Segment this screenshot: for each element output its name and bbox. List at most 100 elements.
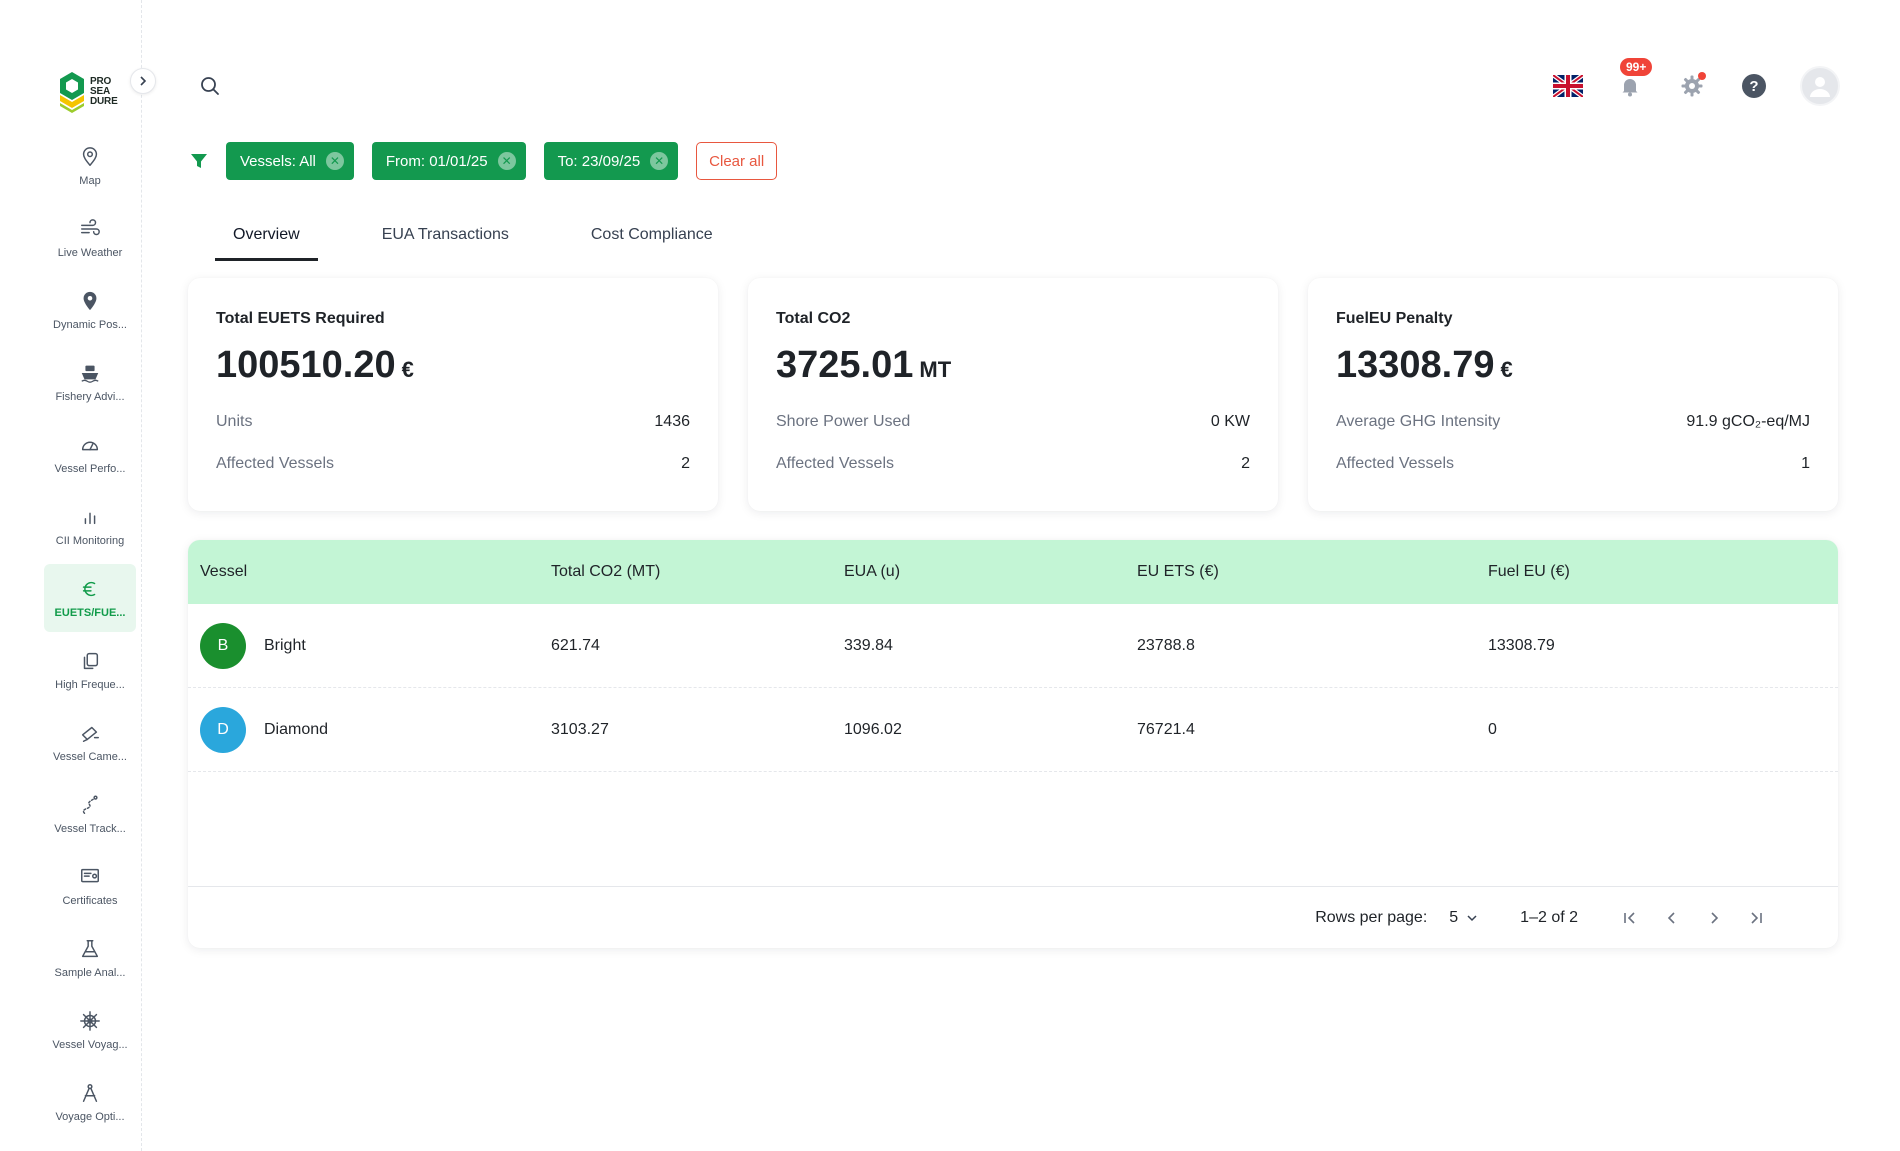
sidebar-item-label: Vessel Track... xyxy=(54,823,126,835)
sidebar-item-certificates[interactable]: Certificates xyxy=(44,852,136,920)
column-header[interactable]: EUA (u) xyxy=(844,563,901,580)
sidebar-item-vessel-voyag[interactable]: Vessel Voyag... xyxy=(44,996,136,1064)
camera-icon xyxy=(78,721,102,745)
card-row-key: Affected Vessels xyxy=(776,455,894,472)
logo-line2: SEA xyxy=(90,86,110,97)
map-pin-icon xyxy=(78,145,102,169)
prev-page-button[interactable] xyxy=(1662,908,1682,928)
search-button[interactable] xyxy=(198,74,222,98)
summary-card: Total EUETS Required 100510.20 € Units 1436 A… xyxy=(188,278,718,511)
filter-chip-label: Vessels: All xyxy=(240,152,316,170)
sidebar-item-map[interactable]: Map xyxy=(44,132,136,200)
euro-icon xyxy=(78,577,102,601)
sidebar-item-label: Fishery Advi... xyxy=(55,391,125,403)
table-row[interactable]: D Diamond 3103.27 1096.02 76721.4 0 xyxy=(188,688,1838,772)
column-header[interactable]: Total CO2 (MT) xyxy=(551,563,661,580)
summary-card: FuelEU Penalty 13308.79 € Average GHG Inten… xyxy=(1308,278,1838,511)
cell-euets: 23788.8 xyxy=(1137,637,1195,654)
sidebar: PRO SEA DURE Map Live Weather Dynamic Pos.… xyxy=(0,0,142,1151)
column-header[interactable]: Fuel EU (€) xyxy=(1488,563,1570,580)
flask-icon xyxy=(78,937,102,961)
table-row[interactable]: B Bright 621.74 339.84 23788.8 13308.79 xyxy=(188,604,1838,688)
sidebar-item-label: Vessel Perfo... xyxy=(54,463,126,475)
tabs: Overview EUA Transactions Cost Compliance xyxy=(215,212,777,261)
sidebar-item-fishery-advi[interactable]: Fishery Advi... xyxy=(44,348,136,416)
column-header[interactable]: EU ETS (€) xyxy=(1137,563,1219,580)
clear-all-button[interactable]: Clear all xyxy=(696,142,778,180)
copy-icon xyxy=(78,649,102,673)
card-value: 100510.20 € xyxy=(216,344,690,387)
card-row-key: Affected Vessels xyxy=(216,455,334,472)
cell-fueleu: 13308.79 xyxy=(1488,637,1555,654)
vessel-table: Vessel Total CO2 (MT) EUA (u) EU ETS (€) Fue… xyxy=(188,540,1838,948)
close-icon[interactable]: ✕ xyxy=(650,152,669,170)
filter-chip[interactable]: To: 23/09/25 ✕ xyxy=(543,142,679,180)
sidebar-item-vessel-track[interactable]: Vessel Track... xyxy=(44,780,136,848)
notifications-button[interactable]: 99+ xyxy=(1614,58,1653,102)
rows-per-page-label: Rows per page: xyxy=(1315,908,1428,926)
sidebar-item-label: Map xyxy=(79,175,101,187)
settings-button[interactable] xyxy=(1676,70,1708,102)
cell-co2: 3103.27 xyxy=(551,721,609,738)
card-row-value: 0 KW xyxy=(1210,413,1250,430)
column-header[interactable]: Vessel xyxy=(200,563,248,580)
next-page-button[interactable] xyxy=(1704,908,1724,928)
sidebar-item-high-freque[interactable]: High Freque... xyxy=(44,636,136,704)
table-body: B Bright 621.74 339.84 23788.8 13308.79 D Diamo… xyxy=(188,604,1838,772)
tab-overview[interactable]: Overview xyxy=(215,212,318,261)
search-icon xyxy=(201,77,219,95)
cell-eua: 1096.02 xyxy=(844,721,902,738)
cell-vessel: D Diamond xyxy=(200,688,328,772)
sidebar-item-vessel-came[interactable]: Vessel Came... xyxy=(44,708,136,776)
ship-icon xyxy=(78,361,102,385)
tab-cost-compliance[interactable]: Cost Compliance xyxy=(590,226,713,243)
language-button[interactable] xyxy=(1552,70,1584,102)
svg-text:?: ? xyxy=(1749,78,1758,95)
rows-per-page-select[interactable]: 5 xyxy=(1449,909,1478,927)
close-icon[interactable]: ✕ xyxy=(497,152,516,170)
chevron-right-icon xyxy=(140,76,147,86)
card-row-value: 91.9 gCO₂-eq/MJ xyxy=(1686,413,1810,430)
card-value: 13308.79 € xyxy=(1336,344,1810,387)
first-page-icon xyxy=(1624,911,1635,924)
user-avatar[interactable] xyxy=(1800,66,1840,106)
sidebar-item-label: Sample Anal... xyxy=(54,967,126,979)
sidebar-item-label: High Freque... xyxy=(55,679,125,691)
card-value-number: 100510.20 xyxy=(216,344,396,386)
sidebar-item-live-weather[interactable]: Live Weather xyxy=(44,204,136,272)
sidebar-item-sample-anal[interactable]: Sample Anal... xyxy=(44,924,136,992)
header-actions: 99+ ? xyxy=(1552,58,1840,106)
sidebar-item-voyage-opti[interactable]: Voyage Opti... xyxy=(44,1068,136,1136)
sidebar-item-dynamic-pos[interactable]: Dynamic Pos... xyxy=(44,276,136,344)
chevron-left-icon xyxy=(1667,911,1675,924)
table-pagination: Rows per page: 5 1–2 of 2 xyxy=(188,886,1838,948)
filter-chip[interactable]: From: 01/01/25 ✕ xyxy=(371,142,526,180)
close-icon[interactable]: ✕ xyxy=(325,152,344,170)
sidebar-collapse-button[interactable] xyxy=(130,68,156,94)
gear-icon xyxy=(1681,75,1703,97)
sidebar-item-label: Certificates xyxy=(62,895,118,907)
sidebar-item-label: Dynamic Pos... xyxy=(53,319,127,331)
card-value: 3725.01 MT xyxy=(776,344,1250,387)
bell-icon xyxy=(1622,79,1638,97)
sidebar-item-euets-fue[interactable]: EUETS/FUE... xyxy=(44,564,136,632)
summary-card: Total CO2 3725.01 MT Shore Power Used 0 KW Af… xyxy=(748,278,1278,511)
table-header: Vessel Total CO2 (MT) EUA (u) EU ETS (€) Fue… xyxy=(188,540,1838,604)
help-button[interactable]: ? xyxy=(1738,70,1770,102)
card-value-number: 13308.79 xyxy=(1336,344,1495,386)
filter-icon[interactable] xyxy=(190,152,208,170)
vessel-avatar: D xyxy=(200,707,246,753)
tab-eua-transactions[interactable]: EUA Transactions xyxy=(381,226,509,243)
cell-eua: 339.84 xyxy=(844,637,893,654)
filter-chip[interactable]: Vessels: All ✕ xyxy=(226,142,354,180)
notifications-badge: 99+ xyxy=(1620,58,1653,76)
sidebar-item-cii-monitoring[interactable]: CII Monitoring xyxy=(44,492,136,560)
rows-per-page-value: 5 xyxy=(1449,908,1459,926)
sidebar-item-label: Voyage Opti... xyxy=(55,1111,125,1123)
vessel-name: Bright xyxy=(264,637,306,654)
sidebar-item-vessel-perfo[interactable]: Vessel Perfo... xyxy=(44,420,136,488)
first-page-button[interactable] xyxy=(1620,908,1640,928)
card-row-key: Affected Vessels xyxy=(1336,455,1454,472)
last-page-button[interactable] xyxy=(1746,908,1766,928)
logo[interactable]: PRO SEA DURE xyxy=(58,68,128,116)
